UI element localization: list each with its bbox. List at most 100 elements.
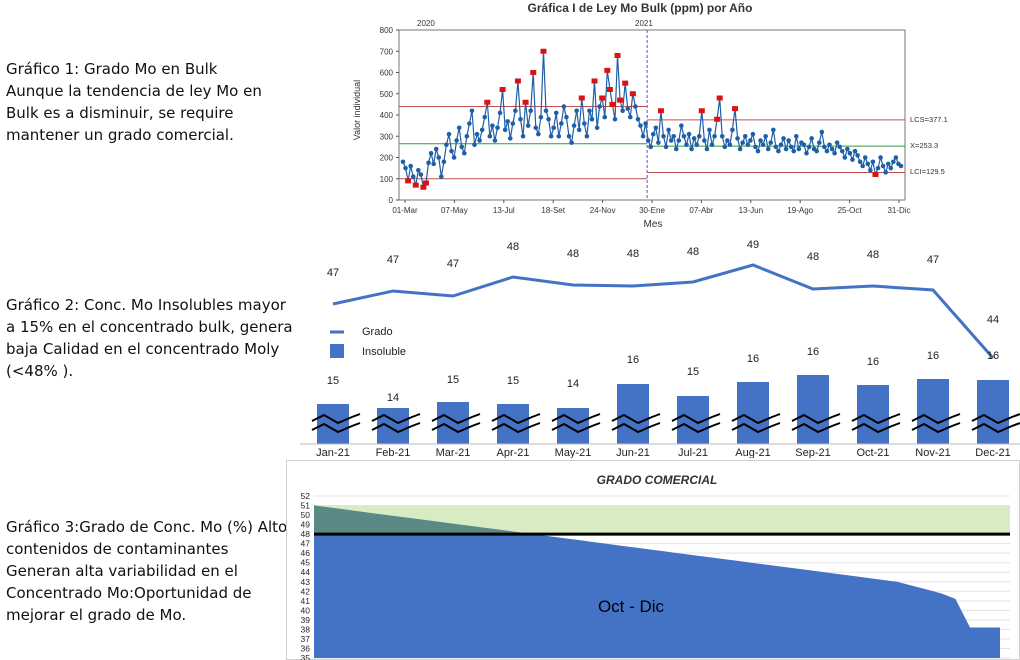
data-point [755, 148, 761, 154]
grado-value-label: 47 [327, 267, 339, 279]
axis-break-mark [491, 413, 541, 425]
data-point [832, 150, 837, 156]
data-point [776, 148, 781, 154]
data-point [850, 157, 855, 162]
chart1-xtick-label: 30-Ene [639, 206, 665, 215]
data-point [745, 142, 751, 148]
data-point [648, 144, 654, 150]
insoluble-bar [737, 382, 769, 444]
grado-value-label: 48 [807, 251, 819, 263]
data-point [885, 161, 891, 167]
data-point [786, 138, 791, 143]
data-point [633, 104, 638, 109]
chart1-ytick-label: 400 [380, 111, 394, 120]
chart3-ytick-label: 44 [301, 567, 311, 577]
chart3-ytick-label: 36 [301, 643, 311, 653]
out-of-control-point [540, 48, 547, 54]
month-label: Dec-21 [975, 447, 1010, 458]
chart3-ytick-label: 35 [301, 653, 311, 660]
legend-grado: Grado [362, 326, 393, 338]
data-point [661, 133, 666, 139]
chart1-xtick-label: 13-Jul [493, 206, 515, 215]
insoluble-bar [797, 375, 829, 444]
data-point [625, 106, 631, 111]
data-point [510, 121, 516, 126]
chart1-ytick-label: 600 [380, 69, 394, 78]
axis-break-mark [791, 413, 841, 425]
month-label: Aug-21 [735, 447, 770, 458]
out-of-control-point [422, 180, 429, 186]
data-point [709, 142, 715, 148]
chart3-ytick-label: 41 [301, 596, 311, 606]
out-of-control-point [732, 106, 738, 112]
out-of-control-point [522, 99, 529, 105]
data-point [444, 142, 449, 148]
month-label: Feb-21 [376, 447, 411, 458]
chart1-xtick-label: 07-Abr [689, 206, 713, 215]
chart3-ytick-label: 50 [301, 510, 311, 520]
data-point [446, 131, 452, 137]
out-of-control-point [599, 95, 606, 101]
data-point [868, 167, 873, 173]
data-point [822, 144, 827, 150]
chart3-ytick-label: 43 [301, 577, 311, 587]
data-point [742, 133, 748, 139]
grado-line [332, 263, 995, 359]
data-point [788, 144, 794, 150]
data-point [645, 138, 651, 143]
insoluble-bar [917, 379, 949, 444]
data-point [441, 159, 447, 165]
data-point [827, 142, 832, 148]
data-point [449, 148, 454, 154]
data-point [880, 163, 886, 169]
data-point [888, 165, 894, 171]
month-label: Jun-21 [616, 447, 650, 458]
data-point [477, 138, 482, 143]
data-point [587, 108, 592, 114]
data-point [507, 136, 513, 141]
data-point [574, 108, 579, 114]
data-point [681, 133, 687, 139]
data-point [620, 108, 625, 114]
data-point [883, 170, 888, 175]
data-point [472, 142, 477, 148]
chart1-ytick-label: 0 [389, 196, 394, 205]
grado-value-label: 48 [867, 249, 879, 261]
insoluble-value-label: 16 [747, 353, 759, 365]
data-point [656, 140, 661, 145]
chart1-xtick-label: 19-Ago [787, 206, 813, 215]
data-point [627, 114, 633, 120]
data-point [679, 123, 684, 128]
insoluble-value-label: 16 [987, 350, 999, 362]
data-point [459, 144, 465, 150]
month-label: Mar-21 [436, 447, 471, 458]
data-point [495, 125, 500, 131]
chart1-ytick-label: 800 [380, 26, 394, 35]
data-point [518, 116, 523, 122]
axis-break-mark [431, 413, 481, 425]
data-point [556, 133, 562, 139]
data-point [638, 123, 643, 128]
data-point [893, 155, 899, 160]
data-point [436, 155, 442, 160]
data-point [482, 114, 488, 120]
data-point [490, 123, 495, 128]
chart1-xlabel: Mes [644, 219, 663, 230]
grado-value-label: 48 [687, 246, 699, 258]
out-of-control-point [530, 70, 537, 75]
data-point [768, 140, 774, 145]
axis-break-mark [611, 413, 661, 425]
data-point [533, 125, 539, 131]
out-of-control-point [714, 116, 721, 122]
chart1-ytick-label: 700 [380, 47, 394, 56]
grado-value-label: 47 [927, 254, 939, 266]
chart1-description: Gráfico 1: Grado Mo en Bulk Aunque la te… [6, 60, 262, 144]
chart1-plot-frame [398, 29, 906, 201]
data-point [467, 121, 472, 126]
grado-value-label: 48 [627, 248, 639, 260]
data-point [796, 146, 802, 152]
data-point [546, 116, 551, 122]
chart3-description: Gráfico 3:Grado de Conc. Mo (%) Alto con… [6, 518, 288, 624]
data-point [758, 138, 763, 143]
chart3-ytick-label: 46 [301, 548, 311, 558]
